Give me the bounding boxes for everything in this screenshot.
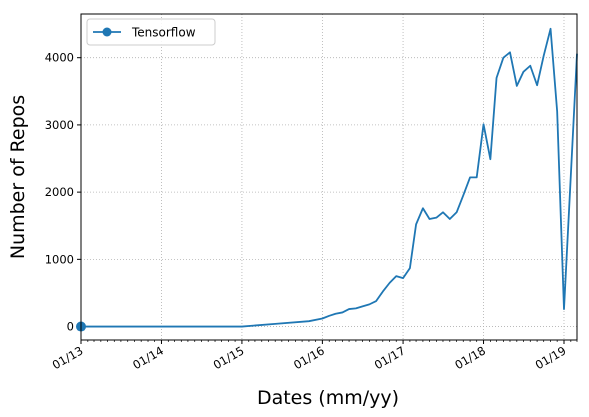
y-axis-label: Number of Repos — [7, 95, 29, 259]
y-tick-labels: 0 1000 2000 3000 4000 — [45, 51, 74, 334]
x-tick-label: 01/18 — [452, 343, 488, 372]
x-tick-label: 01/15 — [211, 343, 247, 372]
legend-box — [86, 18, 216, 46]
legend-entry-tensorflow: Tensorflow — [131, 26, 196, 40]
y-tick-label: 1000 — [45, 252, 74, 266]
grid-lines — [80, 14, 577, 340]
y-ticks — [77, 57, 81, 328]
x-tick-label: 01/19 — [533, 343, 569, 372]
x-tick-label: 01/13 — [50, 343, 86, 372]
legend: Tensorflow — [86, 18, 216, 46]
x-axis-label: Dates (mm/yy) — [257, 387, 399, 409]
y-tick-label: 3000 — [45, 118, 74, 132]
y-tick-label: 2000 — [45, 185, 74, 199]
x-tick-label: 01/14 — [130, 343, 166, 372]
x-tick-label: 01/16 — [291, 343, 327, 372]
x-major-ticks — [80, 340, 565, 344]
plot-frame — [80, 13, 578, 341]
legend-marker-sample — [102, 27, 112, 37]
series-line-tensorflow — [81, 27, 578, 328]
x-tick-label: 01/17 — [372, 343, 408, 372]
plot-series — [76, 27, 578, 332]
y-tick-label: 0 — [67, 320, 74, 334]
x-tick-labels: 01/13 01/14 01/15 01/16 01/17 01/18 01/19 — [50, 343, 569, 372]
y-tick-label: 4000 — [45, 51, 74, 65]
